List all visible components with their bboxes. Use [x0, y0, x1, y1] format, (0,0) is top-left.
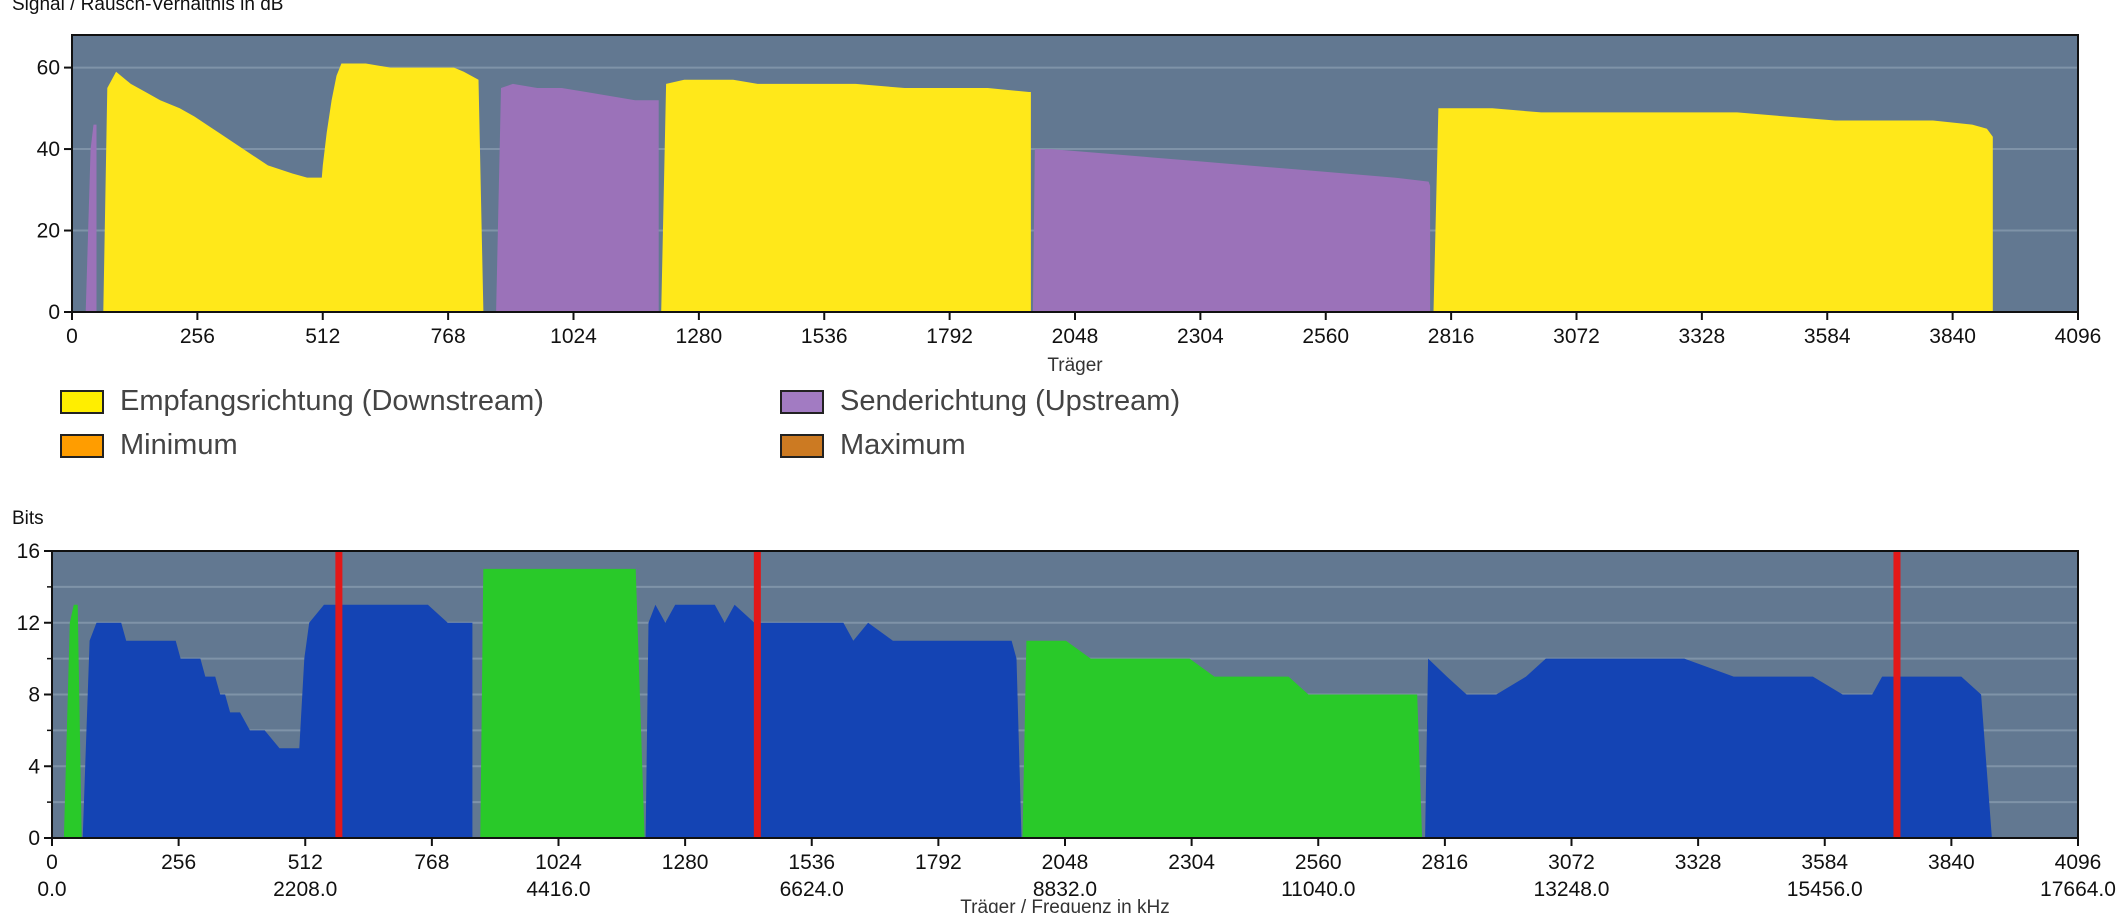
- x-tick-label: 2304: [1177, 325, 1224, 348]
- series-area-downstream: [82, 604, 473, 838]
- series-area-senderichtung-upstream-: [85, 124, 97, 312]
- y-tick-label: 40: [37, 138, 60, 161]
- series-area-senderichtung-upstream-: [496, 83, 659, 313]
- legend-item-upstream: Senderichtung (Upstream): [780, 385, 1180, 418]
- y-tick-label: 0: [48, 301, 60, 324]
- legend-swatch-minimum: [60, 433, 104, 458]
- series-area-upstream: [63, 604, 82, 838]
- x-tick-label: 0: [46, 851, 58, 874]
- x-tick-label: 3072: [1548, 851, 1595, 874]
- x-tick-label: 0: [66, 325, 78, 348]
- x-tick-label: 1024: [550, 325, 597, 348]
- x-tick-label: 512: [305, 325, 340, 348]
- y-tick-label: 20: [37, 220, 60, 243]
- legend-label-upstream: Senderichtung (Upstream): [840, 385, 1181, 417]
- legend-label-minimum: Minimum: [120, 429, 238, 461]
- series-area-senderichtung-upstream-: [1032, 149, 1431, 312]
- series-area-downstream: [1425, 658, 1994, 838]
- series-area-upstream: [1022, 640, 1423, 838]
- series-area-upstream: [480, 568, 645, 838]
- series-area-empfangsrichtung-downstream-: [103, 63, 484, 312]
- x-tick-label: 256: [180, 325, 215, 348]
- x-tick-label: 3584: [1801, 851, 1848, 874]
- x-freq-tick-label: 17664.0: [2040, 878, 2116, 901]
- x-tick-label: 2048: [1052, 325, 1099, 348]
- legend-label-maximum: Maximum: [840, 429, 966, 461]
- bits-chart-title: Bits: [12, 508, 44, 529]
- x-freq-tick-label: 13248.0: [1534, 878, 1610, 901]
- x-freq-tick-label: 0.0: [37, 878, 66, 901]
- marker-line: [753, 551, 761, 838]
- x-tick-label: 3840: [1928, 851, 1975, 874]
- x-tick-label: 4096: [2055, 325, 2102, 348]
- x-tick-label: 1792: [926, 325, 973, 348]
- x-tick-label: 3328: [1679, 325, 1726, 348]
- x-freq-tick-label: 8832.0: [1033, 878, 1097, 901]
- x-tick-label: 2560: [1302, 325, 1349, 348]
- legend-item-minimum: Minimum: [60, 429, 238, 462]
- x-tick-label: 2816: [1428, 325, 1475, 348]
- x-freq-tick-label: 15456.0: [1787, 878, 1863, 901]
- marker-line: [335, 551, 343, 838]
- series-area-empfangsrichtung-downstream-: [1433, 108, 1993, 312]
- legend-swatch-downstream: [60, 389, 104, 414]
- x-tick-label: 2816: [1422, 851, 1469, 874]
- x-freq-tick-label: 2208.0: [273, 878, 337, 901]
- y-tick-label: 12: [17, 612, 40, 635]
- snr-legend: Empfangsrichtung (Downstream) Sendericht…: [60, 385, 1260, 465]
- x-tick-label: 768: [414, 851, 449, 874]
- x-tick-label: 1280: [676, 325, 723, 348]
- series-area-downstream: [645, 604, 1022, 838]
- x-tick-label: 3072: [1553, 325, 1600, 348]
- x-axis-title: Träger / Frequenz in kHz: [960, 897, 1169, 913]
- y-tick-label: 8: [28, 684, 40, 707]
- x-tick-label: 3584: [1804, 325, 1851, 348]
- x-tick-label: 512: [288, 851, 323, 874]
- x-tick-label: 1536: [801, 325, 848, 348]
- x-freq-tick-label: 11040.0: [1281, 878, 1355, 901]
- legend-label-downstream: Empfangsrichtung (Downstream): [120, 385, 544, 417]
- legend-item-downstream: Empfangsrichtung (Downstream): [60, 385, 544, 418]
- x-tick-label: 768: [431, 325, 466, 348]
- x-tick-label: 3328: [1675, 851, 1722, 874]
- x-tick-label: 1536: [788, 851, 835, 874]
- y-tick-label: 16: [17, 540, 40, 563]
- x-axis-title: Träger: [1047, 355, 1103, 376]
- x-tick-label: 4096: [2055, 851, 2102, 874]
- x-tick-label: 2048: [1042, 851, 1089, 874]
- x-tick-label: 1024: [535, 851, 582, 874]
- snr-chart: 0 20 40 60 0 256 512 768 1024 1280 1536 1792 2048 230…: [37, 34, 2102, 376]
- x-tick-label: 2560: [1295, 851, 1342, 874]
- legend-swatch-upstream: [780, 389, 824, 414]
- x-freq-tick-label: 4416.0: [526, 878, 590, 901]
- series-area-empfangsrichtung-downstream-: [661, 79, 1031, 312]
- y-tick-label: 60: [37, 57, 60, 80]
- snr-chart-title: Signal / Rausch-Verhältnis in dB: [12, 0, 284, 15]
- x-tick-label: 1280: [662, 851, 709, 874]
- x-tick-label: 1792: [915, 851, 962, 874]
- x-tick-label: 256: [161, 851, 196, 874]
- legend-item-maximum: Maximum: [780, 429, 966, 462]
- x-freq-tick-label: 6624.0: [780, 878, 844, 901]
- x-tick-label: 3840: [1929, 325, 1976, 348]
- y-tick-label: 4: [28, 755, 40, 778]
- y-tick-label: 0: [28, 827, 40, 850]
- legend-swatch-maximum: [780, 433, 824, 458]
- x-tick-label: 2304: [1168, 851, 1215, 874]
- marker-line: [1893, 551, 1901, 838]
